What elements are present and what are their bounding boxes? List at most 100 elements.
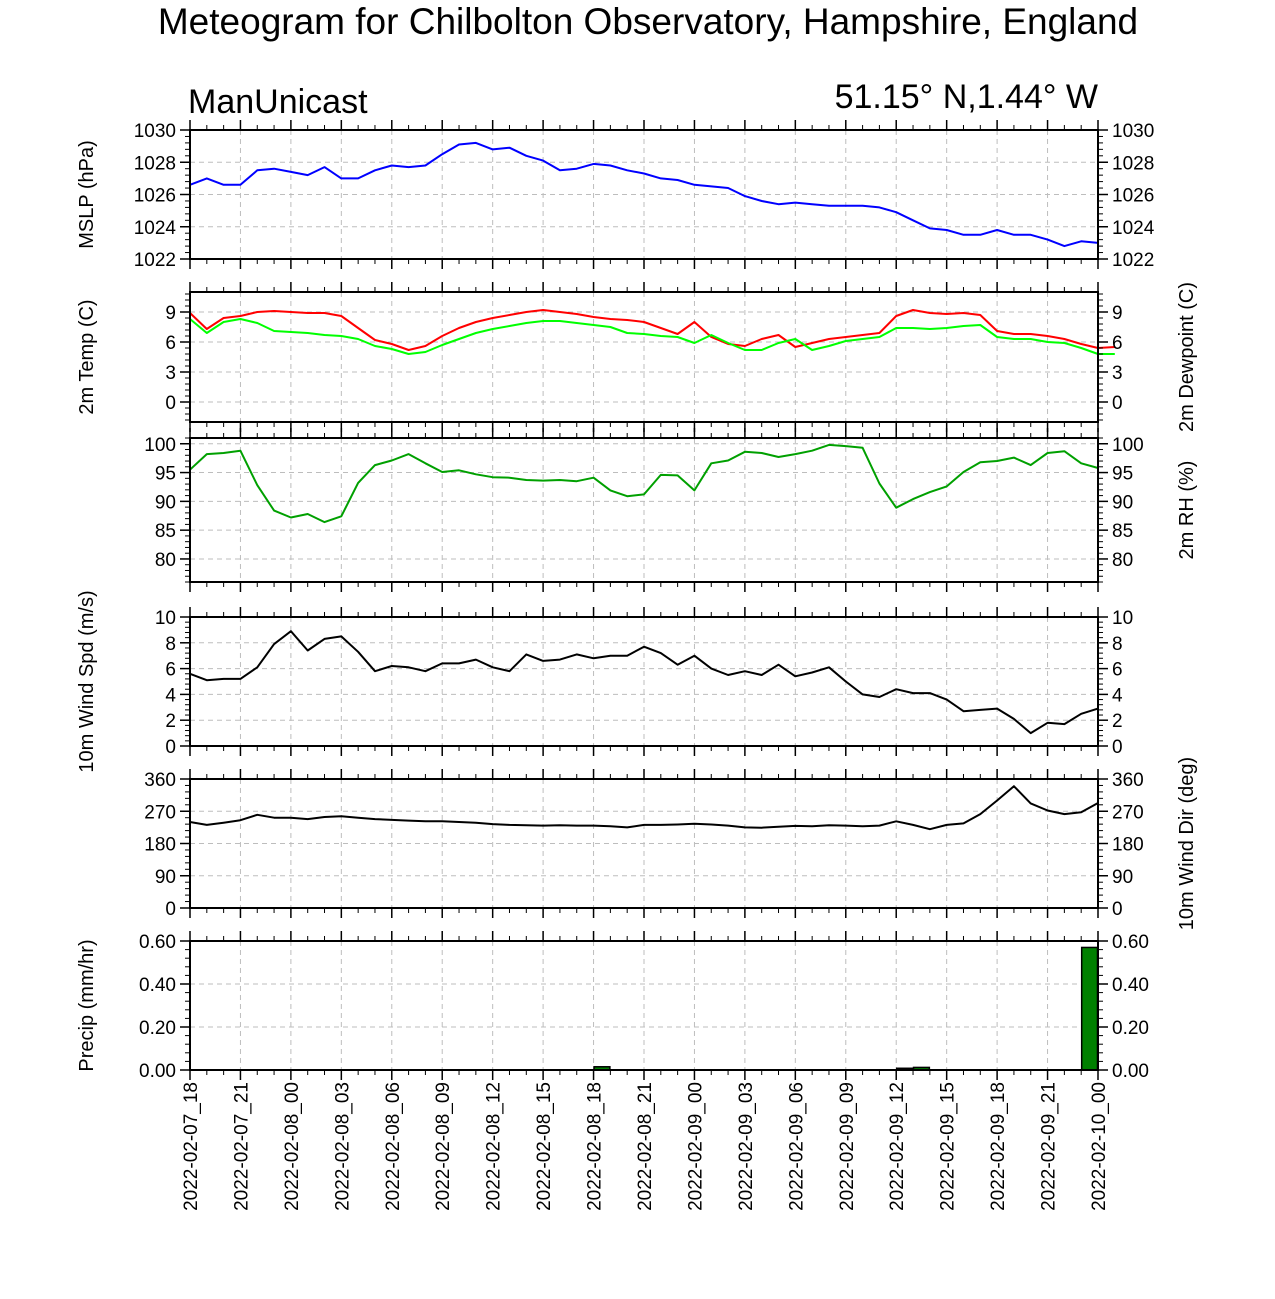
- x-axis: 2022-02-07_18 2022-02-07_21 2022-02-08_00 2…: [181, 1082, 1110, 1211]
- y-axis-label-right: 2m RH (%): [1176, 461, 1198, 560]
- y-tick-label-left: 10: [155, 608, 176, 629]
- y-tick-label-right: 85: [1112, 521, 1133, 542]
- y-tick-label-left: 0.20: [139, 1018, 176, 1039]
- y-tick-label-left: 100: [144, 435, 176, 456]
- y-tick-label-right: 360: [1112, 770, 1144, 791]
- y-axis-label-left: Precip (mm/hr): [76, 939, 98, 1071]
- wspd-series-line-0: [189, 630, 1099, 735]
- y-tick-label-right: 90: [1112, 867, 1133, 888]
- panel-temp: 0 0 3 3 6 6 9 9 2m Temp (C) 2m Dewpoint (C): [76, 282, 1198, 432]
- y-axis-label-right: 2m Dewpoint (C): [1176, 282, 1198, 432]
- y-tick-label-right: 3: [1112, 363, 1123, 384]
- y-tick-label-left: 1028: [134, 153, 176, 174]
- x-tick-label: 2022-02-09_21: [1039, 1082, 1060, 1211]
- temp-series-line-0: [189, 309, 1115, 351]
- y-tick-label-left: 80: [155, 550, 176, 571]
- y-tick-label-right: 0.00: [1112, 1061, 1149, 1082]
- x-tick-label: 2022-02-08_09: [433, 1082, 454, 1211]
- y-tick-label-left: 95: [155, 464, 176, 485]
- x-tick-label: 2022-02-09_09: [837, 1082, 858, 1211]
- x-tick-label: 2022-02-08_18: [585, 1082, 606, 1211]
- wdir-series-line-0: [189, 785, 1099, 831]
- panel-wspd: 0 0 2 2 4 4 6 6 8 8 10 10 10m Wind Spd (m/s): [76, 590, 1133, 772]
- chart-title: Meteogram for Chilbolton Observatory, Ha…: [158, 1, 1138, 42]
- model-name: ManUnicast: [188, 83, 368, 121]
- y-tick-label-right: 1022: [1112, 250, 1154, 271]
- y-tick-label-right: 1030: [1112, 121, 1154, 142]
- y-axis-label-left: MSLP (hPa): [76, 140, 98, 249]
- y-tick-label-left: 0: [165, 899, 176, 920]
- y-tick-label-left: 1030: [134, 121, 176, 142]
- y-tick-label-left: 90: [155, 492, 176, 513]
- y-tick-label-left: 0: [165, 737, 176, 758]
- y-tick-label-left: 9: [165, 303, 176, 324]
- y-tick-label-right: 4: [1112, 685, 1123, 706]
- y-tick-label-right: 270: [1112, 802, 1144, 823]
- y-tick-label-left: 3: [165, 363, 176, 384]
- x-tick-label: 2022-02-09_15: [938, 1082, 959, 1211]
- x-tick-label: 2022-02-10_00: [1089, 1082, 1110, 1211]
- x-tick-label: 2022-02-08_15: [534, 1082, 555, 1211]
- panel-precip: 0.00 0.00 0.20 0.20 0.40 0.40 0.60 0.60 Precip (…: [76, 931, 1149, 1082]
- y-axis-label-left: 2m Temp (C): [76, 299, 98, 414]
- x-tick-label: 2022-02-08_12: [484, 1082, 505, 1211]
- x-tick-label: 2022-02-07_21: [231, 1082, 252, 1211]
- x-tick-label: 2022-02-08_03: [332, 1082, 353, 1211]
- y-tick-label-right: 0.20: [1112, 1018, 1149, 1039]
- y-tick-label-left: 0: [165, 393, 176, 414]
- y-tick-label-left: 90: [155, 867, 176, 888]
- y-tick-label-right: 9: [1112, 303, 1123, 324]
- y-tick-label-right: 8: [1112, 634, 1123, 655]
- x-tick-label: 2022-02-08_21: [635, 1082, 656, 1211]
- y-tick-label-right: 95: [1112, 464, 1133, 485]
- y-tick-label-right: 6: [1112, 660, 1123, 681]
- y-tick-label-left: 8: [165, 634, 176, 655]
- y-tick-label-right: 0.40: [1112, 975, 1149, 996]
- y-tick-label-left: 1024: [134, 218, 177, 239]
- panel-wdir: 0 0 90 90 180 180 270 270 360 360 10m Wind Dir (de…: [144, 757, 1198, 930]
- x-tick-label: 2022-02-09_18: [988, 1082, 1009, 1211]
- y-tick-label-left: 2: [165, 711, 176, 732]
- panel-mslp: 1022 1022 1024 1024 1026 1026 1028 1028 1030 1030…: [76, 120, 1155, 271]
- x-tick-label: 2022-02-09_12: [887, 1082, 908, 1211]
- y-tick-label-right: 10: [1112, 608, 1133, 629]
- x-tick-label: 2022-02-07_18: [181, 1082, 202, 1211]
- y-tick-label-right: 2: [1112, 711, 1123, 732]
- x-tick-label: 2022-02-08_06: [383, 1082, 404, 1211]
- y-tick-label-right: 0: [1112, 899, 1123, 920]
- y-tick-label-left: 4: [165, 685, 176, 706]
- y-tick-label-right: 0.60: [1112, 932, 1149, 953]
- y-axis-label-left: 10m Wind Spd (m/s): [76, 590, 98, 772]
- x-tick-label: 2022-02-08_00: [282, 1082, 303, 1211]
- location-coordinates: 51.15° N,1.44° W: [835, 78, 1098, 116]
- y-tick-label-left: 0.00: [139, 1061, 176, 1082]
- y-tick-label-left: 1026: [134, 186, 176, 207]
- y-tick-label-left: 270: [144, 802, 176, 823]
- y-tick-label-left: 85: [155, 521, 176, 542]
- y-tick-label-right: 90: [1112, 492, 1133, 513]
- temp-series-line-1: [189, 318, 1115, 355]
- y-tick-label-left: 0.40: [139, 975, 176, 996]
- y-tick-label-right: 0: [1112, 737, 1123, 758]
- y-axis-label-right: 10m Wind Dir (deg): [1176, 757, 1198, 930]
- mslp-series-line-0: [189, 141, 1099, 248]
- y-tick-label-left: 0.60: [139, 932, 176, 953]
- y-tick-label-right: 100: [1112, 435, 1144, 456]
- y-tick-label-left: 6: [165, 333, 176, 354]
- y-tick-label-right: 1026: [1112, 186, 1154, 207]
- y-tick-label-right: 6: [1112, 333, 1123, 354]
- panel-rh: 80 80 85 85 90 90 95 95 100 100 2m RH (%): [144, 428, 1198, 592]
- y-tick-label-right: 180: [1112, 835, 1144, 856]
- y-tick-label-right: 1024: [1112, 218, 1155, 239]
- y-tick-label-left: 6: [165, 660, 176, 681]
- y-tick-label-right: 80: [1112, 550, 1133, 571]
- y-tick-label-left: 180: [144, 835, 176, 856]
- y-tick-label-left: 1022: [134, 250, 176, 271]
- y-tick-label-left: 360: [144, 770, 176, 791]
- precip-bar: [1080, 946, 1099, 1071]
- x-tick-label: 2022-02-09_06: [786, 1082, 807, 1211]
- rh-series-line-0: [189, 443, 1099, 524]
- y-tick-label-right: 1028: [1112, 153, 1154, 174]
